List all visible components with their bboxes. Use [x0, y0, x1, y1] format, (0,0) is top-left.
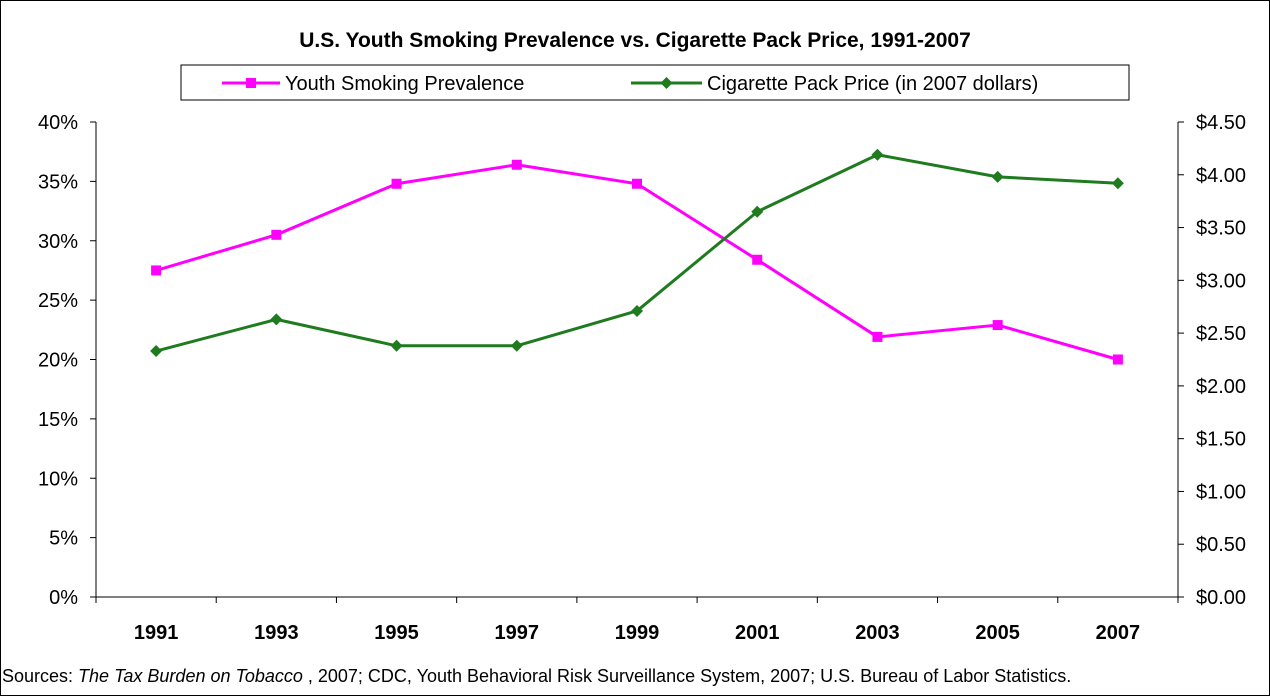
data-point-diamond: [751, 205, 764, 218]
y-left-tick-label: 5%: [49, 528, 78, 550]
y-left-tick-label: 40%: [38, 112, 78, 134]
y-right-tick-label: $2.00: [1196, 376, 1246, 398]
sources-prefix: Sources:: [2, 666, 79, 686]
x-tick-label: 2003: [855, 622, 900, 644]
sources-note: Sources: The Tax Burden on Tobacco , 200…: [2, 666, 1071, 687]
legend-label-1: Youth Smoking Prevalence: [285, 73, 524, 95]
y-left-tick-label: 15%: [38, 409, 78, 431]
data-point-diamond: [390, 339, 403, 352]
x-tick-label: 1993: [254, 622, 299, 644]
x-tick-label: 2005: [975, 622, 1020, 644]
y-right-tick-label: $1.00: [1196, 481, 1246, 503]
data-point-square: [632, 178, 642, 189]
y-right-tick-label: $3.50: [1196, 218, 1246, 240]
y-right-tick-label: $0.00: [1196, 587, 1246, 609]
chart-title: U.S. Youth Smoking Prevalence vs. Cigare…: [299, 29, 971, 52]
sources-title: The Tax Burden on Tobacco: [78, 666, 303, 686]
x-tick-label: 1999: [615, 622, 660, 644]
data-point-square: [271, 229, 282, 240]
y-right-tick-label: $3.00: [1196, 270, 1246, 292]
y-left-tick-label: 10%: [38, 468, 78, 490]
y-left-tick-label: 20%: [38, 350, 78, 372]
y-left-tick-label: 0%: [49, 587, 78, 609]
data-point-diamond: [150, 345, 163, 358]
x-tick-label: 2007: [1096, 622, 1141, 644]
y-left-tick-label: 25%: [38, 290, 78, 312]
data-point-square: [752, 254, 763, 265]
series-line-1: [155, 163, 1119, 361]
x-tick-label: 1997: [495, 622, 540, 644]
data-point-square: [151, 265, 162, 276]
y-right-tick-label: $1.50: [1196, 429, 1246, 451]
y-right-tick-label: $4.50: [1196, 112, 1246, 134]
data-point-square: [511, 159, 522, 170]
data-point-square: [872, 331, 883, 342]
legend-marker-2: [660, 77, 673, 89]
data-point-square: [1112, 354, 1123, 365]
y-left-tick-label: 35%: [38, 171, 78, 193]
y-left-tick-label: 30%: [38, 231, 78, 253]
legend-box: [180, 64, 1130, 101]
data-point-diamond: [270, 313, 283, 326]
x-tick-label: 1995: [374, 622, 419, 644]
x-tick-label: 2001: [735, 622, 780, 644]
data-point-square: [391, 178, 402, 189]
data-point-diamond: [871, 148, 884, 161]
data-point-diamond: [510, 339, 523, 352]
data-point-square: [992, 320, 1003, 331]
sources-rest: , 2007; CDC, Youth Behavioral Risk Surve…: [302, 666, 1072, 686]
legend-marker-1: [246, 78, 256, 88]
data-point-diamond: [991, 170, 1004, 183]
y-right-tick-label: $4.00: [1196, 165, 1246, 187]
y-right-tick-label: $0.50: [1196, 534, 1246, 556]
data-point-diamond: [1111, 177, 1124, 190]
legend-label-2: Cigarette Pack Price (in 2007 dollars): [707, 73, 1038, 95]
x-tick-label: 1991: [134, 622, 179, 644]
y-right-tick-label: $2.50: [1196, 323, 1246, 345]
data-point-diamond: [631, 304, 643, 317]
